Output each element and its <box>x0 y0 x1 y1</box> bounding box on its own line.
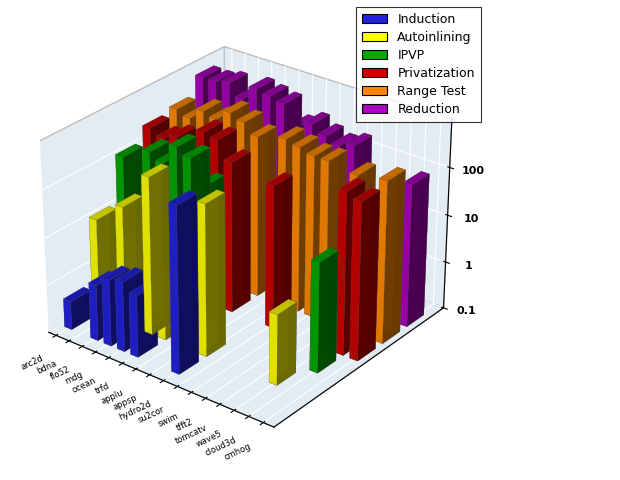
Legend: Induction, Autoinlining, IPVP, Privatization, Range Test, Reduction: Induction, Autoinlining, IPVP, Privatiza… <box>356 7 481 122</box>
